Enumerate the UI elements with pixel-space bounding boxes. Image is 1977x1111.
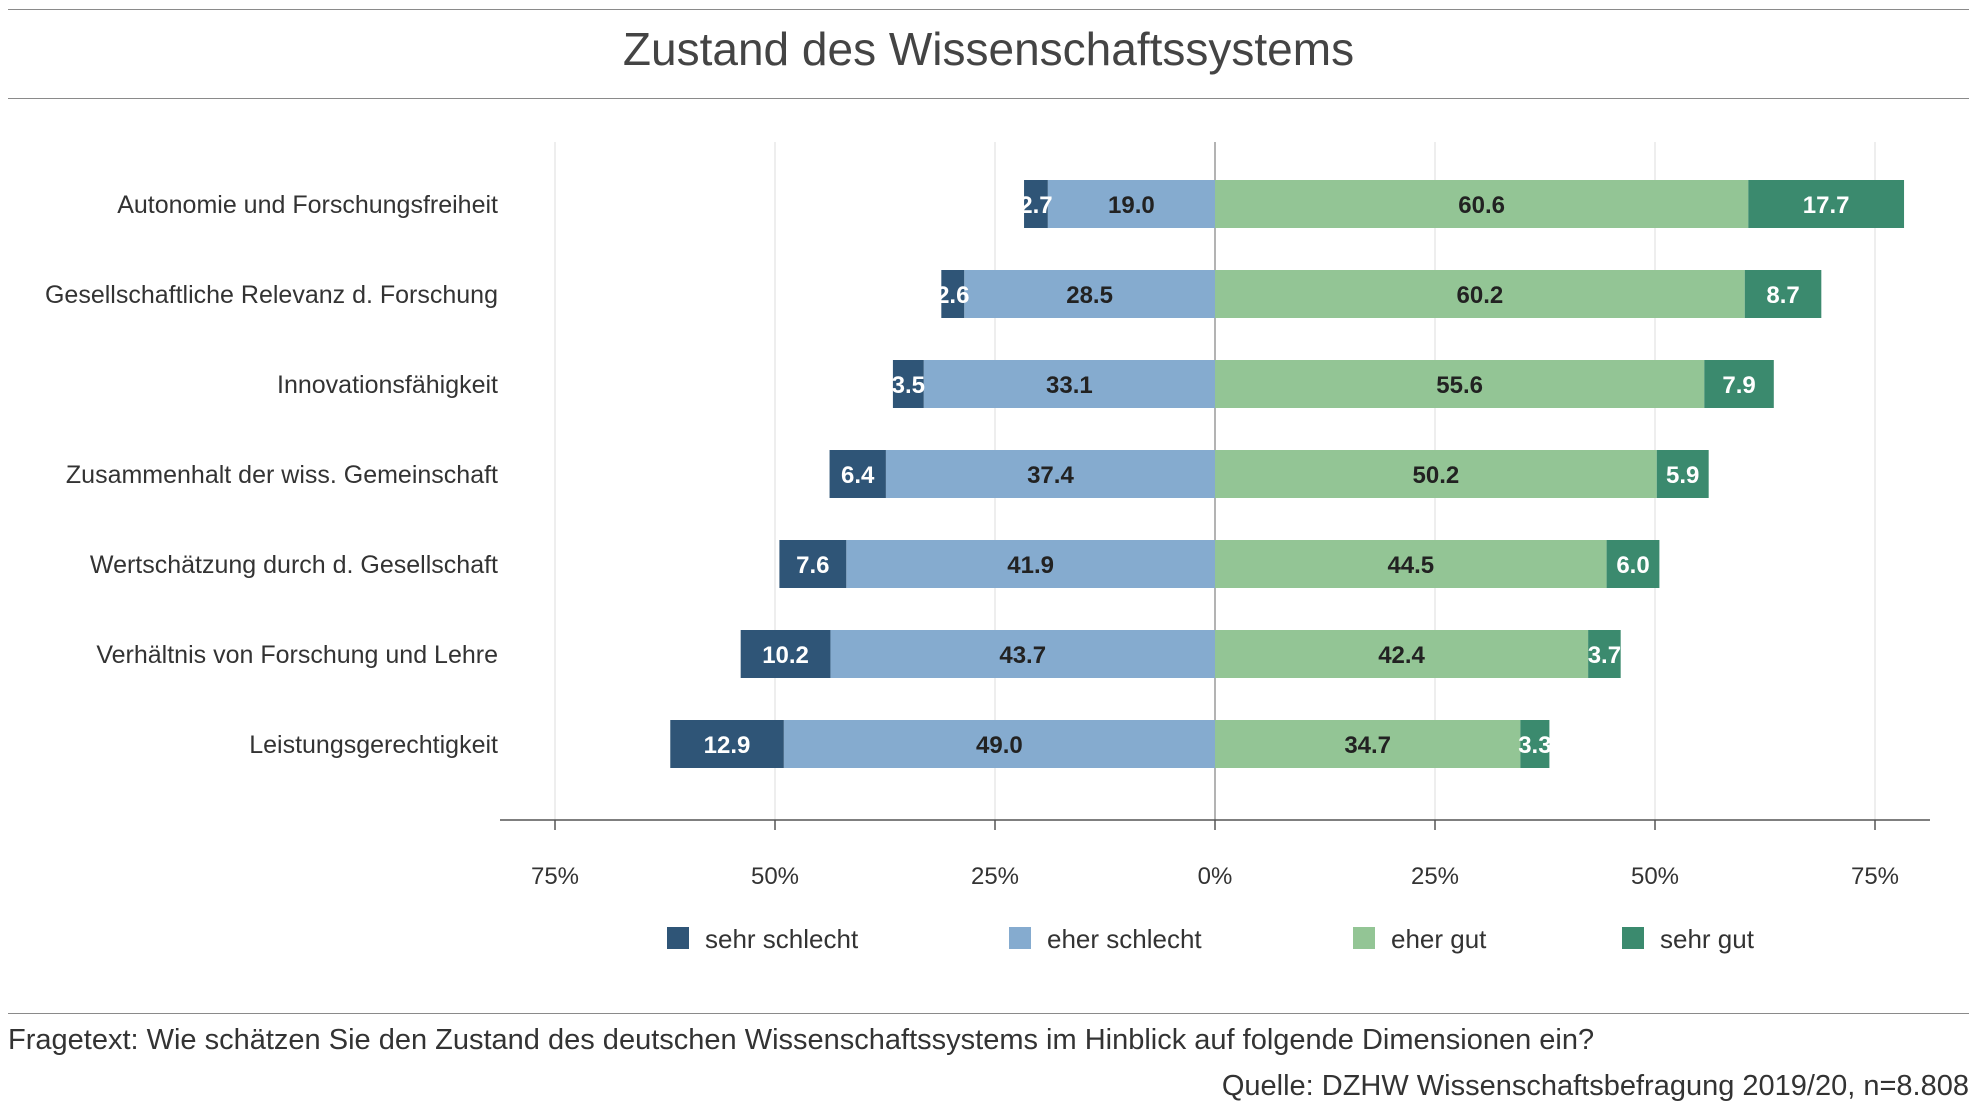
bar-sehr-gut-3	[1656, 450, 1709, 498]
bar-sehr-gut-0	[1748, 180, 1905, 228]
value-label-eher-gut-1: 60.2	[1457, 282, 1504, 309]
bar-eher-gut-2	[1215, 360, 1705, 408]
bar-sehr-gut-4	[1606, 540, 1660, 588]
bar-eher-gut-0	[1215, 180, 1749, 228]
value-label-sehr-gut-3: 5.9	[1666, 462, 1699, 489]
value-label-eher-schlecht-0: 19.0	[1108, 192, 1155, 219]
value-label-eher-gut-0: 60.6	[1458, 192, 1505, 219]
legend-swatch-eher-schlecht	[1009, 927, 1031, 949]
x-tick-label-4: 25%	[1411, 863, 1459, 890]
chart-svg: 75% 50% 25% 0% 25% 50% 75% Autonomie und Forsch…	[45, 142, 1930, 954]
legend-swatch-eher-gut	[1353, 927, 1375, 949]
value-label-eher-schlecht-6: 49.0	[976, 732, 1023, 759]
bar-eher-gut-6	[1215, 720, 1521, 768]
value-label-eher-schlecht-5: 43.7	[999, 642, 1046, 669]
bar-eher-schlecht-2	[923, 360, 1215, 408]
value-label-eher-gut-5: 42.4	[1378, 642, 1425, 669]
value-label-sehr-schlecht-3: 6.4	[841, 462, 875, 489]
bar-eher-gut-1	[1215, 270, 1745, 318]
category-label-4: Wertschätzung durch d. Gesellschaft	[90, 551, 498, 579]
legend-label-eher-gut: eher gut	[1391, 924, 1487, 954]
title-rule	[8, 98, 1969, 99]
value-label-sehr-schlecht-2: 3.5	[892, 372, 925, 399]
category-label-1: Gesellschaftliche Relevanz d. Forschung	[45, 281, 498, 309]
legend-label-sehr-gut: sehr gut	[1660, 924, 1755, 954]
value-label-sehr-schlecht-1: 2.6	[936, 282, 969, 309]
bar-sehr-schlecht-1	[941, 270, 965, 318]
legend-swatch-sehr-gut	[1622, 927, 1644, 949]
value-label-sehr-gut-2: 7.9	[1722, 372, 1755, 399]
x-tick-label-3: 0%	[1198, 863, 1233, 890]
bar-eher-gut-4	[1215, 540, 1607, 588]
value-label-eher-gut-4: 44.5	[1387, 552, 1434, 579]
value-label-sehr-gut-6: 3.3	[1518, 732, 1551, 759]
value-label-sehr-schlecht-6: 12.9	[704, 732, 751, 759]
bar-eher-schlecht-4	[846, 540, 1215, 588]
footer-rule	[8, 1013, 1969, 1014]
value-label-eher-schlecht-1: 28.5	[1066, 282, 1113, 309]
x-tick-label-1: 50%	[751, 863, 799, 890]
bar-sehr-gut-6	[1520, 720, 1550, 768]
value-label-sehr-gut-5: 3.7	[1588, 642, 1621, 669]
legend-swatch-sehr-schlecht	[667, 927, 689, 949]
bar-eher-gut-5	[1215, 630, 1589, 678]
bar-eher-schlecht-1	[964, 270, 1215, 318]
bar-sehr-schlecht-0	[1024, 180, 1048, 228]
bar-eher-schlecht-5	[830, 630, 1215, 678]
bar-sehr-schlecht-5	[740, 630, 831, 678]
value-label-sehr-gut-0: 17.7	[1803, 192, 1850, 219]
value-label-eher-schlecht-3: 37.4	[1027, 462, 1074, 489]
bar-sehr-gut-1	[1744, 270, 1822, 318]
bar-eher-gut-3	[1215, 450, 1657, 498]
value-label-sehr-gut-1: 8.7	[1766, 282, 1799, 309]
value-label-eher-gut-2: 55.6	[1436, 372, 1483, 399]
category-label-2: Innovationsfähigkeit	[277, 371, 498, 399]
value-label-sehr-schlecht-5: 10.2	[762, 642, 809, 669]
bar-eher-schlecht-0	[1047, 180, 1215, 228]
bar-sehr-schlecht-2	[892, 360, 924, 408]
value-label-eher-gut-3: 50.2	[1413, 462, 1460, 489]
bar-sehr-schlecht-6	[670, 720, 784, 768]
category-label-3: Zusammenhalt der wiss. Gemeinschaft	[66, 461, 498, 489]
value-label-sehr-schlecht-4: 7.6	[796, 552, 829, 579]
x-tick-label-2: 25%	[971, 863, 1019, 890]
value-label-eher-schlecht-2: 33.1	[1046, 372, 1093, 399]
legend-label-sehr-schlecht: sehr schlecht	[705, 924, 859, 954]
x-tick-label-6: 75%	[1851, 863, 1899, 890]
top-rule	[8, 9, 1969, 10]
bar-eher-schlecht-6	[783, 720, 1215, 768]
x-tick-label-0: 75%	[531, 863, 579, 890]
source-note: Quelle: DZHW Wissenschaftsbefragung 2019…	[1221, 1070, 1969, 1102]
value-label-eher-schlecht-4: 41.9	[1007, 552, 1054, 579]
category-label-0: Autonomie und Forschungsfreiheit	[117, 191, 498, 219]
chart-title: Zustand des Wissenschaftssystems	[622, 23, 1355, 75]
category-label-5: Verhältnis von Forschung und Lehre	[96, 641, 498, 669]
bar-sehr-gut-2	[1704, 360, 1774, 408]
bar-sehr-gut-5	[1588, 630, 1621, 678]
value-label-sehr-gut-4: 6.0	[1616, 552, 1649, 579]
question-footnote: Fragetext: Wie schätzen Sie den Zustand …	[8, 1024, 1595, 1056]
value-label-sehr-schlecht-0: 2.7	[1019, 192, 1052, 219]
legend-label-eher-schlecht: eher schlecht	[1047, 924, 1202, 954]
bar-eher-schlecht-3	[885, 450, 1215, 498]
x-tick-label-5: 50%	[1631, 863, 1679, 890]
value-label-eher-gut-6: 34.7	[1344, 732, 1391, 759]
bar-sehr-schlecht-4	[779, 540, 847, 588]
category-label-6: Leistungsgerechtigkeit	[249, 731, 498, 759]
bar-sehr-schlecht-3	[829, 450, 886, 498]
